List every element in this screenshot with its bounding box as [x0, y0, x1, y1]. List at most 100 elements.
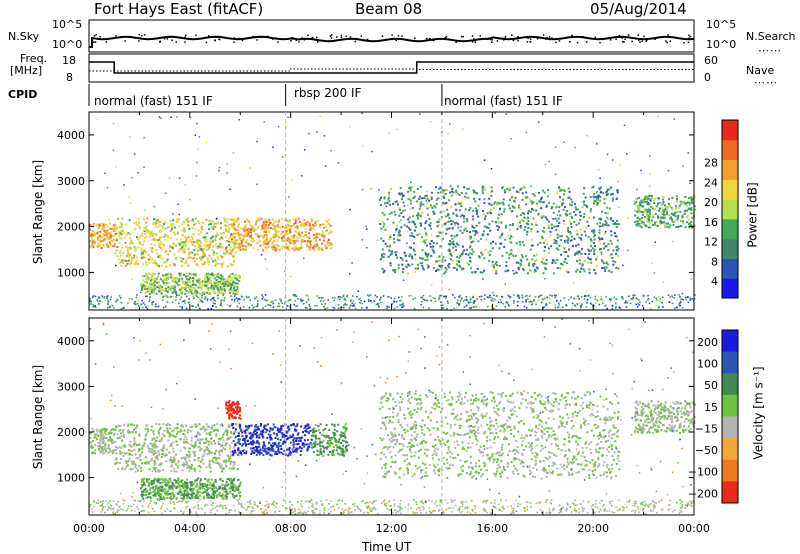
heatmap-cell	[159, 220, 161, 223]
heatmap-cell	[298, 234, 301, 236]
nsearch-point	[252, 35, 254, 38]
heatmap-cell	[668, 198, 670, 200]
heatmap-cell	[148, 272, 150, 275]
heatmap-cell	[515, 510, 518, 512]
heatmap-cell	[174, 286, 176, 289]
heatmap-cell	[150, 291, 153, 294]
heatmap-cell	[659, 216, 662, 219]
heatmap-cell	[349, 305, 351, 308]
heatmap-cell	[586, 256, 589, 259]
heatmap-cell	[429, 222, 432, 225]
heatmap-cell	[588, 258, 591, 260]
heatmap-cell	[334, 297, 336, 299]
heatmap-cell	[313, 228, 316, 231]
heatmap-cell	[196, 291, 199, 294]
nsearch-point	[214, 39, 216, 41]
heatmap-cell	[625, 506, 628, 508]
heatmap-cell	[560, 262, 563, 265]
heatmap-cell	[408, 246, 411, 249]
heatmap-cell	[399, 234, 402, 237]
heatmap-cell	[147, 506, 150, 508]
heatmap-cell	[475, 305, 477, 308]
heatmap-cell	[272, 306, 275, 308]
heatmap-cell	[374, 294, 377, 297]
heatmap-cell	[543, 191, 546, 194]
heatmap-cell	[165, 192, 167, 194]
heatmap-cell	[655, 205, 658, 208]
heatmap-cell	[427, 266, 430, 269]
heatmap-cell	[634, 504, 636, 507]
heatmap-cell	[637, 508, 640, 510]
heatmap-cell	[438, 187, 441, 190]
heatmap-cell	[563, 222, 566, 225]
heatmap-cell	[109, 507, 112, 510]
heatmap-cell	[287, 228, 289, 231]
heatmap-cell	[214, 506, 217, 509]
nsearch-point	[533, 36, 535, 39]
heatmap-cell	[236, 499, 238, 501]
heatmap-cell	[182, 281, 185, 284]
heatmap-cell	[408, 295, 411, 297]
heatmap-cell	[408, 187, 411, 190]
nsearch-legend-dots: ⋯⋯	[758, 44, 782, 57]
heatmap-cell	[607, 248, 610, 251]
heatmap-cell	[456, 302, 459, 304]
heatmap-cell	[122, 509, 124, 511]
heatmap-cell	[92, 240, 94, 243]
heatmap-cell	[570, 296, 572, 299]
heatmap-cell	[572, 503, 575, 505]
heatmap-cell	[174, 284, 177, 287]
heatmap-cell	[153, 291, 155, 294]
heatmap-cell	[605, 221, 608, 224]
heatmap-cell	[90, 446, 93, 449]
heatmap-cell	[541, 216, 543, 219]
heatmap-cell	[223, 297, 226, 299]
heatmap-cell	[300, 242, 303, 245]
heatmap-cell	[418, 195, 421, 198]
nsearch-point	[621, 35, 623, 38]
heatmap-cell	[449, 258, 452, 261]
heatmap-cell	[659, 298, 662, 300]
heatmap-cell	[156, 286, 159, 288]
heatmap-cell	[94, 295, 97, 298]
heatmap-cell	[390, 505, 392, 507]
heatmap-cell	[172, 277, 175, 280]
heatmap-cell	[588, 253, 591, 255]
heatmap-cell	[393, 233, 395, 236]
heatmap-cell	[208, 291, 211, 294]
heatmap-cell	[589, 238, 592, 241]
heatmap-cell	[562, 202, 565, 205]
heatmap-cell	[327, 232, 330, 235]
heatmap-cell	[211, 249, 214, 252]
heatmap-cell	[131, 242, 134, 245]
heatmap-cell	[369, 294, 372, 296]
heatmap-cell	[204, 284, 207, 287]
heatmap-cell	[130, 256, 133, 259]
heatmap-cell	[415, 226, 417, 229]
heatmap-cell	[356, 505, 358, 508]
nsearch-point	[478, 38, 481, 41]
heatmap-cell	[609, 207, 611, 210]
heatmap-cell	[570, 511, 573, 513]
heatmap-cell	[552, 507, 555, 510]
heatmap-cell	[155, 232, 158, 235]
heatmap-cell	[181, 306, 184, 308]
heatmap-cell	[156, 220, 158, 222]
heatmap-cell	[294, 509, 296, 512]
heatmap-cell	[187, 241, 190, 244]
heatmap-cell	[105, 500, 107, 503]
heatmap-cell	[508, 207, 511, 210]
heatmap-cell	[499, 242, 502, 245]
heatmap-cell	[93, 500, 96, 502]
heatmap-cell	[476, 211, 478, 214]
heatmap-cell	[265, 220, 268, 223]
heatmap-cell	[200, 288, 203, 291]
heatmap-cell	[318, 232, 321, 235]
heatmap-cell	[215, 218, 218, 220]
heatmap-cell	[118, 509, 120, 512]
heatmap-cell	[466, 218, 468, 220]
heatmap-cell	[318, 226, 321, 229]
heatmap-cell	[217, 294, 219, 296]
nave-tick-low: 0	[704, 71, 711, 84]
heatmap-cell	[216, 275, 219, 278]
